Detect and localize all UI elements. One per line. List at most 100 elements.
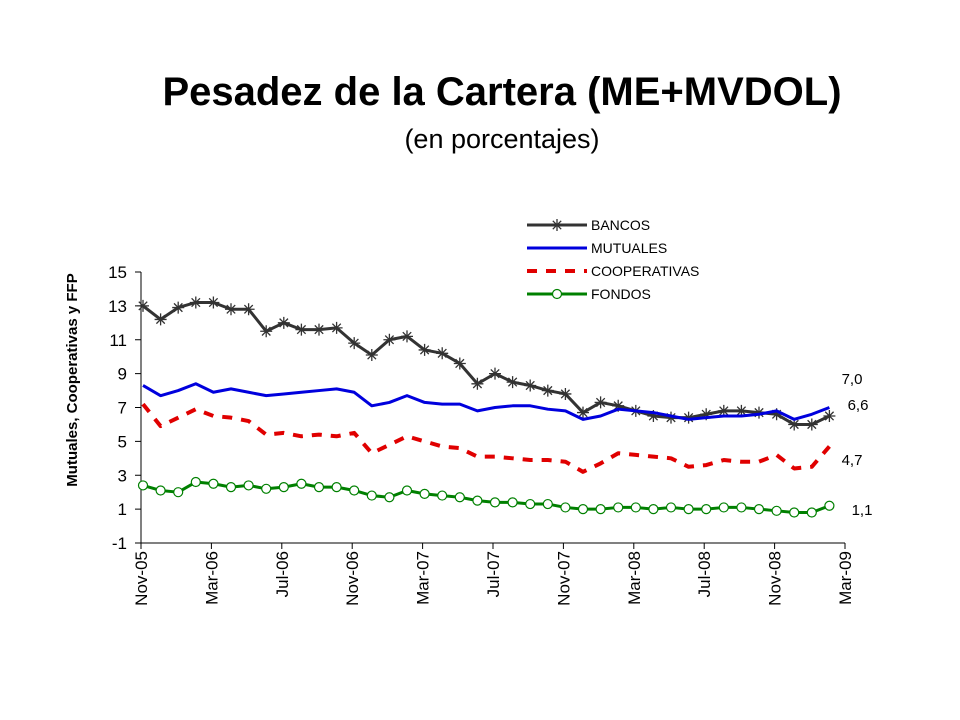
series-point	[137, 480, 149, 491]
series-point	[560, 502, 571, 513]
legend: BANCOS MUTUALES COOPERATIVAS FONDOS	[527, 217, 699, 302]
series-point	[823, 409, 836, 422]
series-point	[261, 483, 272, 494]
series-point	[525, 498, 536, 510]
series-point	[331, 482, 342, 493]
x-tick-label: Jul-07	[484, 551, 503, 597]
series-point	[630, 502, 641, 513]
series-point	[717, 404, 730, 417]
end-value-label: 7,0	[842, 371, 863, 388]
series-point	[173, 487, 184, 498]
x-tick-label: Jul-08	[695, 551, 714, 597]
y-tick-label: 13	[108, 297, 127, 316]
series-point	[454, 492, 465, 503]
series-point	[542, 498, 553, 510]
series-line	[141, 402, 831, 474]
series-point	[453, 357, 466, 370]
series-point	[735, 404, 748, 417]
series-point	[559, 387, 572, 400]
y-tick-label: 9	[118, 365, 127, 384]
series-point	[348, 337, 361, 350]
x-tick-label: Mar-06	[202, 551, 221, 605]
series-point	[577, 406, 589, 419]
series-point	[295, 323, 308, 336]
end-labels: 7,0 6,6 4,7 1,1	[842, 371, 873, 519]
series-point	[489, 497, 501, 508]
series-point	[489, 367, 501, 380]
series-point	[771, 505, 782, 516]
series-point	[225, 482, 237, 493]
series-point	[824, 500, 835, 511]
series-point	[260, 325, 273, 338]
series-point	[753, 406, 765, 419]
y-tick-label: 15	[108, 263, 127, 282]
y-tick-label: 11	[109, 331, 127, 350]
series-point	[366, 490, 377, 501]
x-tick-label: Mar-09	[836, 551, 855, 605]
series-point	[647, 409, 660, 422]
series-point	[313, 482, 325, 493]
series-point	[682, 411, 695, 424]
y-tick-label: 3	[118, 466, 127, 485]
series-point	[701, 504, 712, 515]
series-point	[154, 313, 167, 326]
y-tick-label: 5	[118, 432, 127, 451]
chart-title: Pesadez de la Cartera (ME+MVDOL)	[162, 70, 842, 114]
series-point	[190, 476, 201, 488]
x-tick-label: Nov-07	[554, 551, 573, 606]
y-tick-label: 1	[118, 500, 127, 519]
series-point	[384, 492, 395, 503]
series-point	[349, 485, 360, 496]
x-tick-label: Nov-05	[132, 551, 151, 606]
x-axis-ticks: Nov-05 Mar-06 Jul-06 Nov-06 Mar-07 Jul-07 Nov-…	[132, 543, 855, 606]
series-point	[383, 333, 396, 346]
series-point	[736, 502, 747, 513]
series-point	[472, 495, 483, 506]
series-point	[595, 504, 606, 515]
x-tick-label: Nov-06	[343, 551, 362, 606]
series-point	[471, 377, 484, 390]
series-point	[805, 418, 818, 431]
series-point	[770, 408, 783, 421]
series-point	[189, 296, 202, 309]
series-point	[401, 485, 413, 496]
legend-label: COOPERATIVAS	[591, 263, 699, 279]
series-mutuales	[142, 382, 830, 421]
series-point	[313, 323, 325, 336]
legend-label: MUTUALES	[591, 240, 667, 256]
x-tick-label: Mar-07	[414, 551, 433, 605]
series-point	[577, 504, 589, 515]
end-value-label: 6,6	[848, 397, 869, 414]
series-bancos	[137, 296, 836, 431]
series-point	[700, 408, 713, 421]
series-point	[401, 330, 413, 343]
y-axis-label: Mutuales, Cooperativas y FFP	[64, 273, 81, 486]
series-point	[788, 418, 801, 431]
series-line	[142, 480, 830, 515]
series-point	[789, 507, 800, 518]
series-point	[242, 303, 255, 316]
series-cooperativas	[141, 402, 831, 474]
y-axis-label-group: Mutuales, Cooperativas y FFP	[64, 273, 81, 486]
series-point	[753, 504, 765, 515]
series-point	[648, 504, 659, 515]
series-point	[208, 478, 219, 489]
series-point	[507, 497, 518, 508]
series-point	[207, 296, 220, 309]
series-point	[506, 376, 519, 389]
series-point	[524, 379, 537, 392]
series-point	[437, 490, 448, 501]
legend-label: BANCOS	[591, 217, 650, 233]
series-point	[225, 303, 237, 316]
series-point	[330, 321, 343, 334]
series-point	[551, 219, 563, 231]
legend-label: FONDOS	[591, 286, 651, 302]
series-point	[612, 399, 625, 412]
y-tick-label: 7	[118, 399, 127, 418]
x-tick-label: Nov-08	[766, 551, 785, 606]
series-point	[172, 301, 185, 314]
series-point	[665, 411, 677, 424]
series-point	[243, 480, 254, 491]
